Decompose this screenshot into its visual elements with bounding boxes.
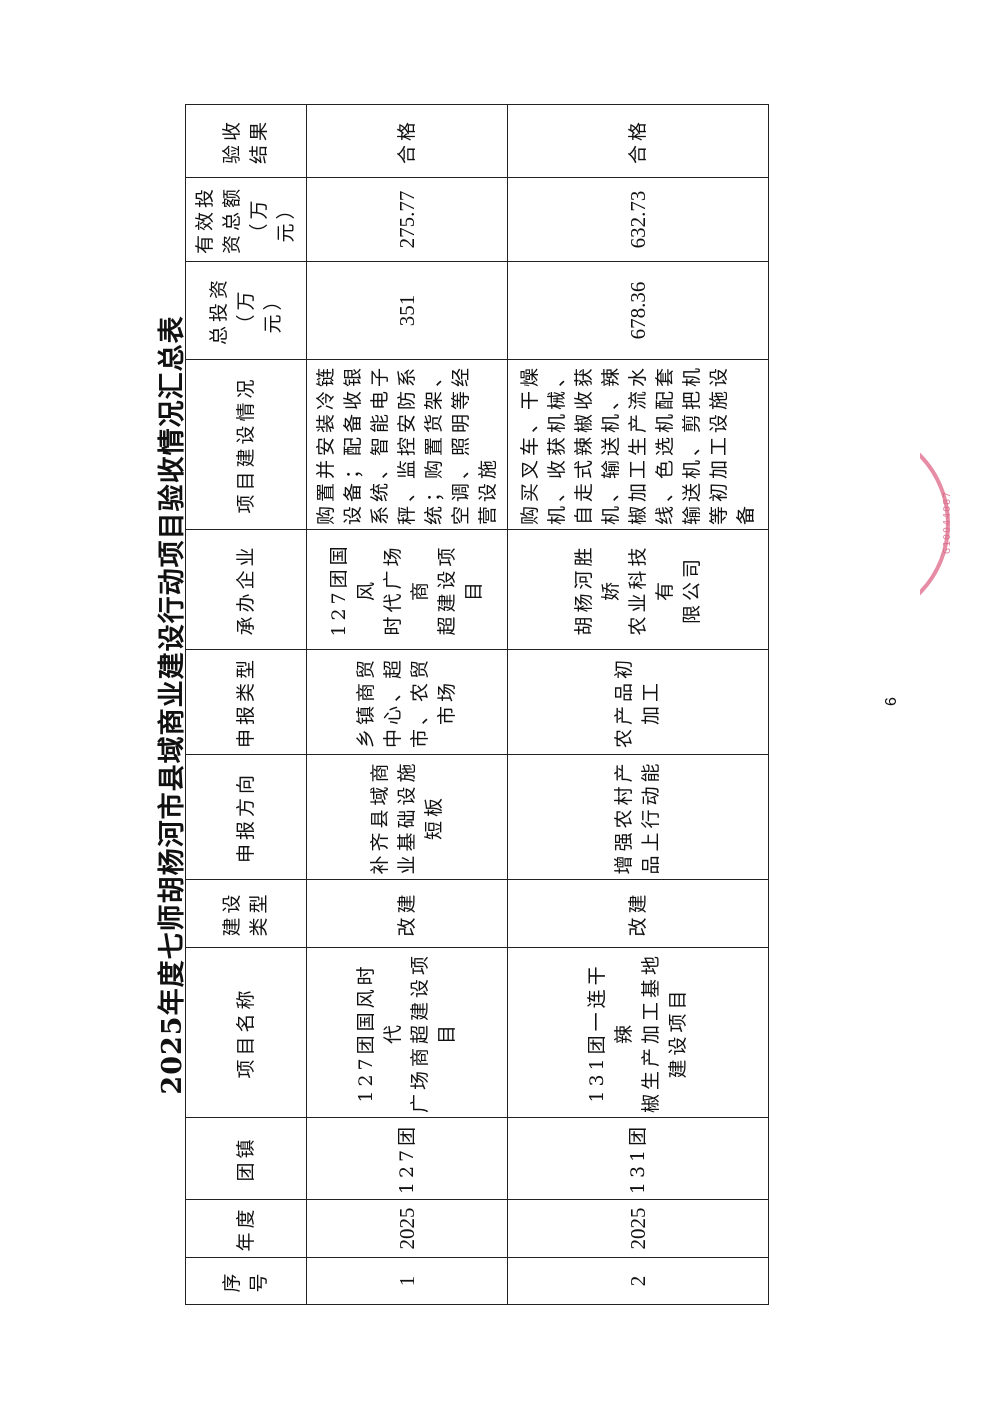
page-number: 6 (883, 697, 900, 706)
cell-total-investment: 678.36 (507, 261, 769, 360)
cell-total-investment: 351 (306, 261, 508, 360)
cell-effective-investment: 632.73 (507, 177, 769, 262)
cell-construction-status: 购买叉车、干燥 机、收获机械、 自走式辣椒收获 机、输送机、辣 椒加工生产流水 … (507, 359, 769, 530)
header-application-type: 申报类型 (185, 649, 307, 755)
header-year: 年度 (185, 1199, 307, 1258)
cell-result: 合格 (507, 104, 769, 178)
header-row: 序 号 年度 团镇 项目名称 建设 类型 申报方向 申报类型 承办企业 项目建设… (185, 104, 307, 1305)
header-construction-status: 项目建设情况 (185, 359, 307, 530)
table-row: 2 2025 131团 131团一连干辣 椒生产加工基地 建设项目 改建 增强农… (507, 104, 769, 1305)
header-construction-type: 建设 类型 (185, 879, 307, 948)
header-regiment: 团镇 (185, 1117, 307, 1200)
acceptance-summary-table: 序 号 年度 团镇 项目名称 建设 类型 申报方向 申报类型 承办企业 项目建设… (185, 104, 769, 1305)
cell-regiment: 127团 (306, 1117, 508, 1200)
cell-project-name: 127团国风时代 广场商超建设项 目 (306, 947, 508, 1118)
cell-construction-type: 改建 (507, 879, 769, 948)
header-project-name: 项目名称 (185, 947, 307, 1118)
cell-construction-type: 改建 (306, 879, 508, 948)
cell-result: 合格 (306, 104, 508, 178)
header-effective-investment: 有效投 资总额 （万 元） (185, 177, 307, 262)
header-index: 序 号 (185, 1257, 307, 1305)
cell-application-type: 乡镇商贸 中心、超 市、农贸 市场 (306, 649, 508, 755)
official-seal: G10044087 (920, 434, 970, 614)
header-direction: 申报方向 (185, 754, 307, 880)
cell-enterprise: 胡杨河胜娇 农业科技有 限公司 (507, 529, 769, 650)
cell-application-type: 农产品初 加工 (507, 649, 769, 755)
cell-construction-status: 购置并安装冷链 设备；配备收银 系统、智能电子 秤、监控安防系 统；购置货架、 … (306, 359, 508, 530)
cell-effective-investment: 275.77 (306, 177, 508, 262)
cell-project-name: 131团一连干辣 椒生产加工基地 建设项目 (507, 947, 769, 1118)
cell-index: 2 (507, 1257, 769, 1305)
cell-index: 1 (306, 1257, 508, 1305)
cell-direction: 增强农村产 品上行动能 (507, 754, 769, 880)
header-total-investment: 总投资 （万 元） (185, 261, 307, 360)
cell-direction: 补齐县域商 业基础设施 短板 (306, 754, 508, 880)
page-title: 2025年度七师胡杨河市县域商业建设行动项目验收情况汇总表 (157, 315, 188, 1095)
cell-year: 2025 (306, 1199, 508, 1258)
cell-year: 2025 (507, 1199, 769, 1258)
table-row: 1 2025 127团 127团国风时代 广场商超建设项 目 改建 补齐县域商 … (306, 104, 508, 1305)
seal-number: G10044087 (942, 490, 953, 554)
cell-regiment: 131团 (507, 1117, 769, 1200)
header-result: 验收 结果 (185, 104, 307, 178)
cell-enterprise: 127团国风 时代广场商 超建设项目 (306, 529, 508, 650)
header-enterprise: 承办企业 (185, 529, 307, 650)
